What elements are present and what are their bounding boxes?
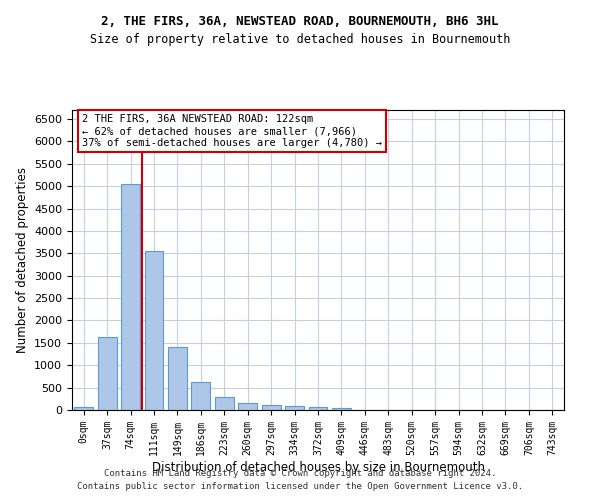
Bar	[238, 404, 257, 410]
Bar	[145, 250, 163, 410]
X-axis label: Distribution of detached houses by size in Bournemouth: Distribution of detached houses by size …	[151, 460, 485, 473]
Text: Contains HM Land Registry data © Crown copyright and database right 2024.: Contains HM Land Registry data © Crown c…	[104, 468, 496, 477]
Y-axis label: Number of detached properties: Number of detached properties	[16, 167, 29, 353]
Bar	[308, 408, 328, 410]
Bar	[121, 184, 140, 410]
Text: Size of property relative to detached houses in Bournemouth: Size of property relative to detached ho…	[90, 32, 510, 46]
Bar	[285, 406, 304, 410]
Text: Contains public sector information licensed under the Open Government Licence v3: Contains public sector information licen…	[77, 482, 523, 491]
Bar	[332, 408, 351, 410]
Bar	[168, 348, 187, 410]
Bar	[262, 405, 281, 410]
Bar	[98, 338, 116, 410]
Bar	[74, 406, 93, 410]
Bar	[215, 397, 233, 410]
Text: 2 THE FIRS, 36A NEWSTEAD ROAD: 122sqm
← 62% of detached houses are smaller (7,96: 2 THE FIRS, 36A NEWSTEAD ROAD: 122sqm ← …	[82, 114, 382, 148]
Text: 2, THE FIRS, 36A, NEWSTEAD ROAD, BOURNEMOUTH, BH6 3HL: 2, THE FIRS, 36A, NEWSTEAD ROAD, BOURNEM…	[101, 15, 499, 28]
Bar	[191, 382, 210, 410]
